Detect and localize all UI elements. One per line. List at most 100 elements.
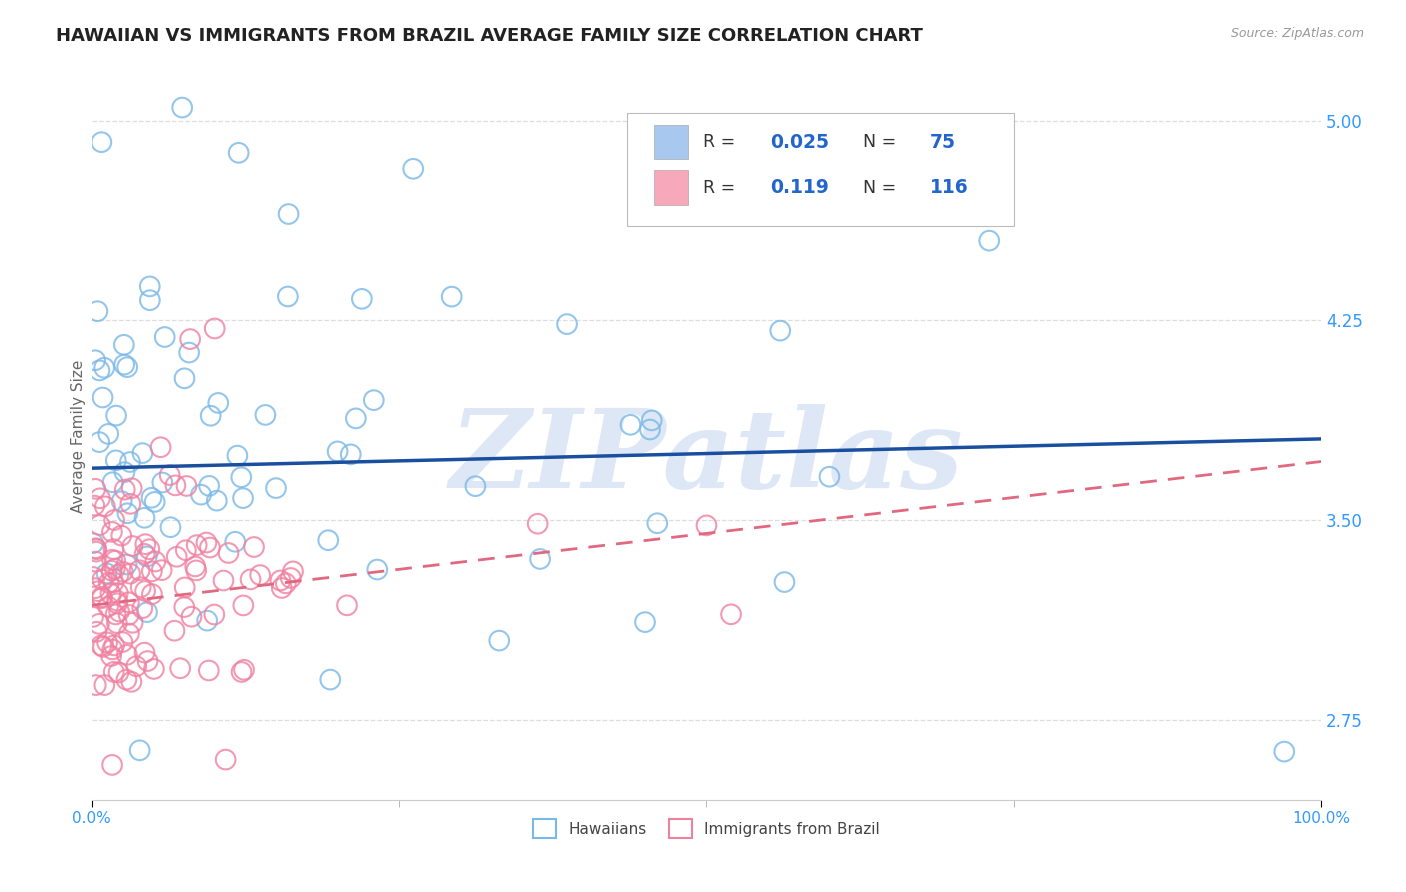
Point <box>163 624 186 638</box>
Point <box>150 475 173 490</box>
Point <box>111 635 134 649</box>
Point <box>228 145 250 160</box>
Point <box>769 324 792 338</box>
Point <box>97 599 120 614</box>
Point <box>773 575 796 590</box>
Point <box>190 488 212 502</box>
Point <box>89 491 111 506</box>
Point <box>107 665 129 680</box>
Point <box>818 469 841 483</box>
Text: 0.025: 0.025 <box>770 133 830 152</box>
Point <box>118 595 141 609</box>
Point <box>82 610 104 624</box>
Point <box>135 549 157 564</box>
Point <box>198 479 221 493</box>
Point <box>174 543 197 558</box>
Point <box>115 648 138 662</box>
Point <box>129 580 152 594</box>
Point <box>1272 745 1295 759</box>
Point <box>233 663 256 677</box>
Point <box>139 293 162 308</box>
Point <box>440 290 463 304</box>
Point <box>112 358 135 372</box>
Point <box>179 332 201 346</box>
Text: 116: 116 <box>931 178 969 197</box>
Point <box>316 533 339 548</box>
Point <box>114 483 136 497</box>
Point <box>120 674 142 689</box>
Point <box>720 607 742 622</box>
Text: Source: ZipAtlas.com: Source: ZipAtlas.com <box>1230 27 1364 40</box>
Point <box>91 391 114 405</box>
Point <box>138 542 160 557</box>
Point <box>224 534 246 549</box>
Point <box>212 574 235 588</box>
Point <box>131 601 153 615</box>
Point <box>619 417 641 432</box>
Point <box>645 516 668 531</box>
Point <box>110 528 132 542</box>
Point <box>169 661 191 675</box>
Point <box>111 565 134 579</box>
Point <box>239 573 262 587</box>
Point <box>232 599 254 613</box>
Point <box>134 510 156 524</box>
Text: N =: N = <box>863 178 901 197</box>
Point <box>105 593 128 607</box>
Point <box>195 535 218 549</box>
Point <box>105 596 128 610</box>
Point <box>86 304 108 318</box>
Text: R =: R = <box>703 178 747 197</box>
Point <box>104 554 127 568</box>
Point <box>134 537 156 551</box>
Point <box>107 567 129 582</box>
Point <box>90 590 112 604</box>
Point <box>125 659 148 673</box>
Point <box>180 609 202 624</box>
Point <box>166 549 188 564</box>
Legend: Hawaiians, Immigrants from Brazil: Hawaiians, Immigrants from Brazil <box>527 814 886 844</box>
Point <box>159 468 181 483</box>
Point <box>281 565 304 579</box>
Point <box>159 520 181 534</box>
Point <box>131 446 153 460</box>
Point <box>134 646 156 660</box>
Point <box>94 500 117 514</box>
Point <box>277 207 299 221</box>
Point <box>172 101 194 115</box>
Point <box>100 648 122 663</box>
Point <box>202 607 225 622</box>
Y-axis label: Average Family Size: Average Family Size <box>72 359 86 513</box>
Point <box>118 455 141 469</box>
Text: HAWAIIAN VS IMMIGRANTS FROM BRAZIL AVERAGE FAMILY SIZE CORRELATION CHART: HAWAIIAN VS IMMIGRANTS FROM BRAZIL AVERA… <box>56 27 924 45</box>
Point <box>82 536 104 550</box>
Point <box>103 665 125 679</box>
Point <box>103 575 125 590</box>
Point <box>96 566 118 581</box>
Point <box>104 562 127 576</box>
Point <box>84 544 107 558</box>
FancyBboxPatch shape <box>627 113 1014 226</box>
Point <box>638 423 661 437</box>
Point <box>105 616 128 631</box>
Point <box>326 444 349 458</box>
Point <box>84 482 107 496</box>
Point <box>142 662 165 676</box>
Point <box>218 546 240 560</box>
Text: R =: R = <box>703 133 741 151</box>
Point <box>150 563 173 577</box>
Point <box>249 568 271 582</box>
Point <box>97 426 120 441</box>
Point <box>101 553 124 567</box>
Point <box>198 541 221 555</box>
Point <box>186 563 208 577</box>
Point <box>214 753 236 767</box>
Point <box>526 516 548 531</box>
Text: 75: 75 <box>931 133 956 152</box>
Point <box>134 547 156 561</box>
Bar <box>654 170 688 205</box>
Point <box>228 838 250 852</box>
Point <box>89 518 111 533</box>
Point <box>97 575 120 590</box>
Point <box>101 758 124 772</box>
